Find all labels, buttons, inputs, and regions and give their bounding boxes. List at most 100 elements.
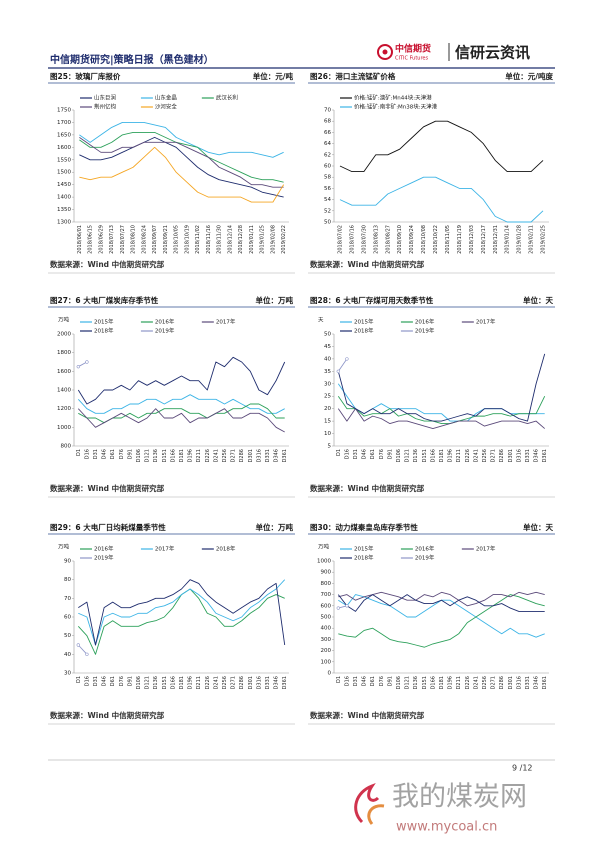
x-tick-label: D166 [430, 449, 436, 462]
x-tick-label: D61 [370, 676, 376, 686]
x-tick-label: D286 [239, 676, 245, 689]
legend-label: 2017年 [476, 318, 496, 326]
source-note: 数据来源：Wind 中信期货研究部 [50, 710, 165, 720]
x-tick-label: 2018/10/19 [184, 225, 190, 254]
panel-unit: 单位：元/吨 [253, 71, 294, 81]
x-tick-label: D316 [516, 676, 522, 689]
x-tick-label: D91 [127, 449, 133, 459]
x-tick-label: D91 [127, 676, 133, 686]
x-tick-label: D256 [482, 676, 488, 689]
y-tick-label: 10 [324, 431, 331, 437]
x-tick-label: 2019/01/25 [260, 225, 266, 254]
x-tick-label: D46 [102, 449, 108, 459]
series-line [337, 594, 545, 612]
x-tick-label: 2018/10/05 [174, 225, 180, 254]
x-tick-label: D241 [213, 676, 219, 689]
legend-label: 价格:锰矿:澳矿:Mn44块:天津港 [354, 94, 432, 102]
x-tick-label: D1 [336, 676, 342, 683]
x-tick-label: D256 [482, 449, 488, 462]
x-tick-label: D106 [136, 449, 142, 462]
x-tick-label: 2018/12/14 [227, 225, 233, 254]
series-line [339, 176, 544, 223]
x-tick-label: 2018/11/30 [217, 225, 223, 254]
x-tick-label: 2018/07/02 [337, 225, 343, 254]
x-tick-label: D271 [231, 449, 237, 462]
series-line [77, 356, 286, 405]
y-tick-label: 56 [324, 186, 331, 192]
x-tick-label: D166 [170, 449, 176, 462]
y-tick-label: 62 [324, 152, 331, 158]
x-tick-label: D181 [179, 449, 185, 462]
y-tick-label: 1400 [57, 388, 71, 394]
x-tick-label: D151 [162, 449, 168, 462]
x-tick-label: D16 [84, 676, 90, 686]
x-tick-label: 2018/12/17 [481, 225, 487, 254]
x-tick-label: 2018/09/10 [397, 225, 403, 254]
x-tick-label: D46 [362, 676, 368, 686]
x-tick-label: 2018/10/08 [421, 225, 427, 254]
x-tick-label: 2018/08/27 [385, 225, 391, 254]
y-tick-label: 5 [328, 444, 332, 450]
x-tick-label: 2018/11/05 [445, 225, 451, 254]
x-tick-label: 2018/09/21 [163, 225, 169, 254]
x-tick-label: D346 [274, 449, 280, 462]
legend-label: 2015年 [354, 318, 374, 326]
x-tick-label: 2018/08/13 [373, 225, 379, 254]
x-tick-label: D121 [145, 449, 151, 462]
x-tick-label: 2018/07/27 [120, 225, 126, 254]
panel-title: 图27：6 大电厂煤炭库存季节性 [50, 295, 159, 305]
x-tick-label: D136 [413, 449, 419, 462]
y-tick-label: 400 [321, 626, 332, 632]
legend-label: 价格:锰矿:南非矿:Mn38块:天津港 [354, 103, 438, 111]
x-tick-label: D166 [170, 676, 176, 689]
x-tick-label: 2018/11/02 [195, 225, 201, 254]
x-tick-label: 2018/11/16 [206, 225, 212, 254]
y-tick-label: 1300 [57, 220, 71, 226]
legend-label: 2015年 [354, 545, 374, 553]
y-unit: 万吨 [58, 316, 70, 324]
logo-en: CITIC Futures [395, 56, 428, 62]
legend-label: 2015年 [94, 318, 114, 326]
y-tick-label: 500 [321, 615, 332, 621]
x-tick-label: D271 [491, 676, 497, 689]
x-tick-label: D61 [110, 449, 116, 459]
panel-unit: 单位：天 [523, 522, 553, 532]
series-line [336, 604, 349, 610]
x-tick-label: D301 [248, 449, 254, 462]
y-tick-label: 52 [324, 208, 331, 214]
series-line [337, 395, 546, 425]
x-tick-label: D346 [274, 676, 280, 689]
y-tick-label: 1000 [57, 425, 71, 431]
x-tick-label: 2018/12/03 [469, 225, 475, 254]
logo-cn: 中信期货 [395, 43, 431, 55]
x-tick-label: D241 [473, 449, 479, 462]
y-tick-label: 30 [324, 381, 331, 387]
series-line [77, 408, 285, 433]
y-tick-label: 100 [321, 659, 332, 665]
x-tick-label: D61 [110, 676, 116, 686]
x-tick-label: D271 [231, 676, 237, 689]
panel-unit: 单位：天 [523, 295, 553, 305]
x-tick-label: D31 [93, 449, 99, 459]
x-tick-label: 2019/02/11 [529, 225, 535, 254]
x-tick-label: D331 [265, 676, 271, 689]
x-tick-label: D76 [379, 449, 385, 459]
y-tick-label: 50 [324, 332, 331, 338]
x-tick-label: D106 [136, 676, 142, 689]
y-tick-label: 700 [321, 592, 332, 598]
series-line [76, 643, 89, 657]
y-tick-label: 1700 [57, 120, 71, 126]
x-tick-label: 2019/02/25 [541, 225, 547, 254]
x-tick-label: D301 [508, 676, 514, 689]
legend-label: 2018年 [94, 327, 114, 335]
panel-title: 图28：6 大电厂存煤可用天数季节性 [310, 295, 434, 305]
panel-title: 图29：6 大电厂日均耗煤量季节性 [50, 522, 166, 532]
x-tick-label: D226 [205, 676, 211, 689]
source-note: 数据来源：Wind 中信期货研究部 [310, 259, 425, 269]
y-tick-label: 1450 [57, 182, 71, 188]
x-tick-label: D46 [362, 449, 368, 459]
x-tick-label: D106 [396, 676, 402, 689]
y-tick-label: 1600 [57, 145, 71, 151]
x-tick-label: 2018/08/24 [141, 225, 147, 254]
flame [354, 782, 380, 824]
